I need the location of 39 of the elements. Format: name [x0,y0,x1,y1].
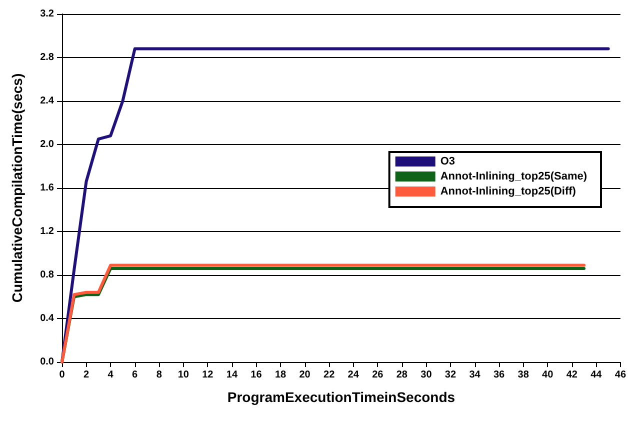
x-tick-label: 42 [566,370,578,380]
y-tick-label: 2.4 [40,96,54,106]
x-tick-label: 18 [274,370,287,380]
x-axis-title: ProgramExecutionTimeinSeconds [227,389,456,405]
y-tick-label: 0.4 [40,313,54,324]
x-tick-label: 38 [518,370,530,380]
legend-label: Annot-Inlining_top25(Diff) [440,186,576,198]
x-tick-label: 34 [469,370,481,380]
x-tick-label: 4 [108,370,114,380]
x-tick-label: 8 [156,370,162,380]
y-tick-label: 2.8 [40,52,54,63]
x-tick-label: 26 [372,370,384,380]
x-tick-label: 44 [590,370,602,380]
x-tick-label: 20 [299,370,311,380]
x-tick-label: 30 [420,370,432,380]
x-tick-label: 24 [348,370,360,380]
x-tick-label: 36 [493,370,506,380]
legend-label: Annot-Inlining_top25(Same) [440,170,588,182]
x-tick-label: 22 [324,370,336,380]
x-tick-label: 28 [396,370,408,380]
x-tick-label: 0 [59,370,66,380]
x-tick-label: 2 [84,370,90,380]
x-tick-label: 16 [250,370,262,380]
y-axis-title: CumulativeCompilationTime(secs) [9,73,25,303]
legend-label: O3 [440,156,456,168]
x-tick-label: 14 [226,370,238,380]
x-tick-label: 40 [542,370,554,380]
y-tick-label: 1.6 [40,182,54,194]
y-tick-label: 3.2 [40,8,54,20]
x-tick-label: 32 [444,370,456,380]
x-tick-label: 10 [178,370,190,380]
x-tick-label: 12 [202,370,214,380]
x-tick-label: 46 [614,370,626,380]
line-series [60,47,610,364]
y-tick-label: 1.2 [40,226,54,237]
y-tick-label: 0.8 [40,270,54,280]
x-tick-label: 6 [132,370,138,380]
y-tick-label: 0.0 [40,356,54,368]
y-tick-label: 2.0 [40,139,54,150]
